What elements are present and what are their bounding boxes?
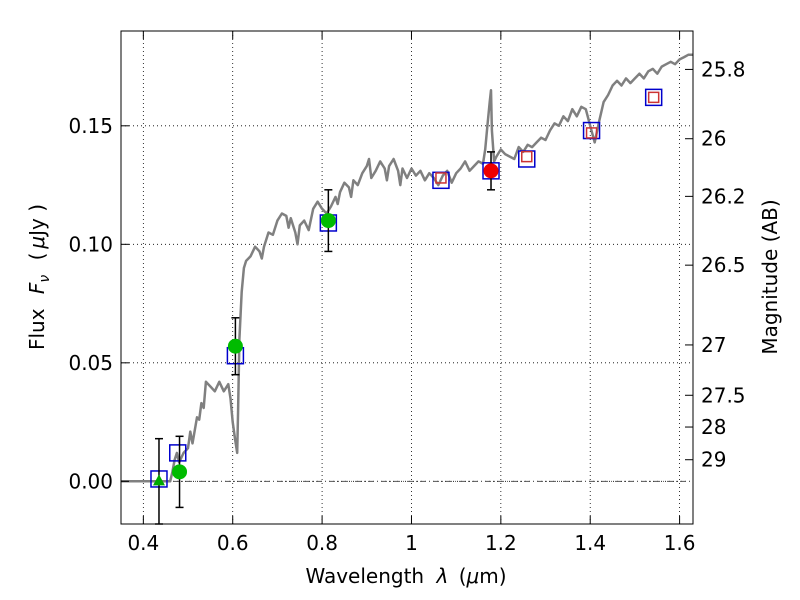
observed-small-square-point (521, 150, 533, 163)
grid (121, 31, 693, 524)
observed-small-square-point (435, 172, 447, 184)
observed-small-square-point (647, 91, 660, 104)
observed-triangle-point (152, 474, 165, 486)
x-tick-label: 1.4 (574, 531, 606, 555)
y2-tick-label: 27.5 (701, 383, 746, 407)
observed-small-square-point (585, 127, 598, 139)
x-tick-label: 1.2 (485, 531, 517, 555)
model-square-point (169, 444, 187, 462)
observed-circle-point (320, 213, 336, 229)
plot-frame (120, 30, 694, 525)
observed-circle-point (227, 338, 243, 354)
model-square-point (644, 88, 663, 107)
y2-tick-label: 26.2 (701, 184, 746, 208)
spectrum-layer (121, 53, 693, 483)
x-tick-label: 1 (405, 531, 418, 555)
y-tick-label: 0.15 (68, 114, 113, 138)
x-tick-label: 0.8 (306, 531, 338, 555)
y2-tick-label: 27 (701, 333, 726, 357)
y2-axis-label: Magnitude (AB) (758, 199, 782, 354)
observed-circle-point (172, 464, 188, 480)
tick-layer: 0.4 0.6 0.8 1 1.2 1.4 1.6 0.00 0.05 0.10 0.15 25.8 2… (68, 31, 746, 555)
spectrum-line (121, 53, 693, 483)
x-tick-label: 0.6 (217, 531, 249, 555)
y-axis-label: Flux Fν (μJy ) (25, 204, 54, 350)
y2-tick-label: 25.8 (701, 57, 746, 81)
y2-tick-label: 29 (701, 448, 726, 472)
x-tick-label: 1.6 (664, 531, 696, 555)
y-tick-label: 0.05 (68, 351, 113, 375)
y-tick-label: 0.10 (68, 232, 113, 256)
marker-layer (150, 88, 663, 525)
x-tick-label: 0.4 (127, 531, 159, 555)
x-axis-label: Wavelength λ (μm) (305, 564, 506, 588)
y2-tick-label: 26.5 (701, 253, 746, 277)
y2-tick-label: 28 (701, 415, 726, 439)
y-tick-label: 0.00 (68, 469, 113, 493)
y2-tick-label: 26 (701, 127, 726, 151)
observed-circle-point (483, 163, 499, 179)
